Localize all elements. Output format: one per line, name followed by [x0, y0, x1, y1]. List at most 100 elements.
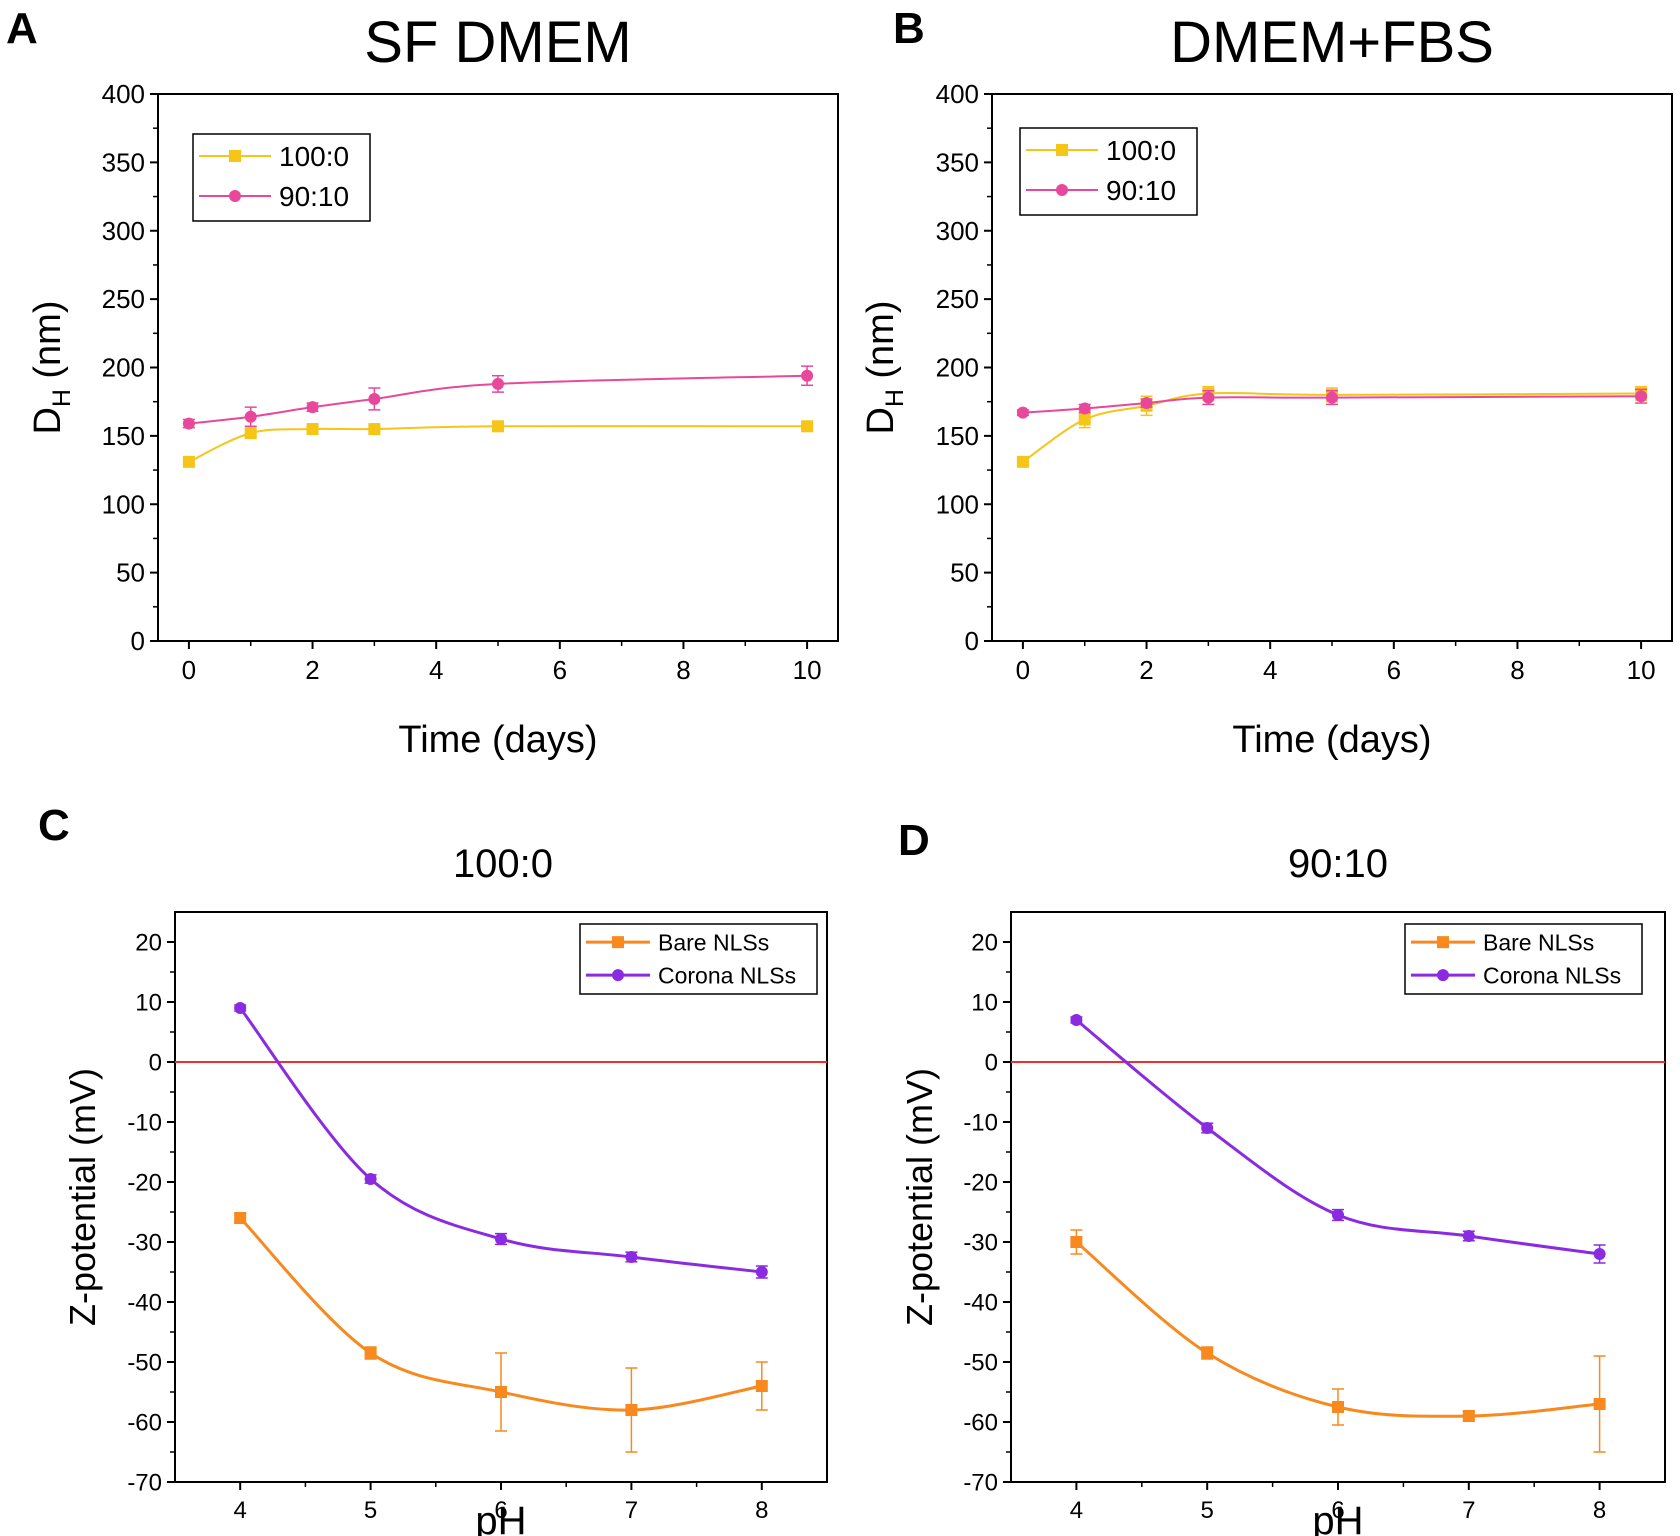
x-tick-label: 10: [1627, 655, 1656, 685]
data-point: [234, 1212, 247, 1224]
legend-label: Bare NLSs: [1483, 929, 1594, 955]
data-point: [495, 1233, 507, 1245]
data-point: [306, 423, 319, 436]
y-tick-label: 150: [102, 421, 145, 451]
data-point: [1593, 1398, 1606, 1410]
panel-letter: D: [898, 816, 930, 865]
y-tick-label: 400: [936, 79, 979, 109]
y-tick-label: -70: [963, 1469, 998, 1496]
x-tick-label: 8: [676, 655, 690, 685]
data-point: [492, 420, 504, 433]
y-tick-label: 20: [971, 929, 998, 956]
y-tick-label: 100: [936, 489, 979, 519]
data-point: [625, 1404, 638, 1416]
panel-letter: A: [6, 4, 38, 53]
series-100-0: [182, 420, 814, 468]
legend-marker: [1056, 184, 1068, 196]
x-tick-label: 6: [553, 655, 567, 685]
x-axis-label: pH: [1312, 1499, 1363, 1536]
y-tick-label: 150: [936, 421, 979, 451]
legend-marker: [612, 969, 624, 982]
x-tick-label: 4: [1070, 1497, 1083, 1524]
x-tick-label: 7: [625, 1497, 638, 1524]
panel-letter: B: [893, 4, 925, 53]
series-90-10: [1016, 388, 1648, 419]
x-tick-label: 8: [1593, 1497, 1606, 1524]
y-tick-label: -10: [127, 1109, 162, 1136]
y-tick-label: -30: [127, 1229, 162, 1256]
data-point: [364, 1173, 377, 1185]
data-point: [1593, 1248, 1606, 1260]
x-tick-label: 10: [793, 655, 822, 685]
legend: 100:0 90:10: [1019, 127, 1198, 216]
legend-marker: [1437, 969, 1449, 982]
legend-marker: [229, 190, 241, 202]
data-point: [1462, 1410, 1475, 1422]
chart-title: SF DMEM: [364, 10, 631, 75]
y-tick-label: 350: [102, 147, 145, 177]
series-corona-nlss: [1070, 1014, 1606, 1264]
data-point: [1201, 1122, 1214, 1134]
y-tick-label: 300: [102, 216, 145, 246]
y-axis-label: DH (nm): [27, 301, 76, 435]
data-point: [1201, 1347, 1214, 1359]
x-tick-label: 8: [755, 1497, 768, 1524]
chart-title: 90:10: [1288, 842, 1388, 886]
x-tick-label: 7: [1462, 1497, 1475, 1524]
data-point: [1635, 390, 1648, 403]
legend-marker: [1437, 936, 1449, 949]
data-point: [1078, 402, 1091, 415]
y-tick-label: 20: [135, 929, 162, 956]
data-point: [1070, 1014, 1083, 1026]
panel-d: D 90:10 4 5 6 7 8 -70 -60 -50 -40 -30 -20 -10 0 10 20 pH Z…: [898, 816, 1666, 1536]
y-axis-label: DH (nm): [860, 301, 909, 435]
data-point: [1016, 455, 1029, 468]
x-tick-label: 2: [305, 655, 319, 685]
y-tick-label: -10: [963, 1109, 998, 1136]
series-90-10: [182, 365, 814, 430]
y-tick-label: 10: [971, 989, 998, 1016]
legend-box: [579, 923, 818, 995]
x-tick-label: 5: [364, 1497, 377, 1524]
y-tick-label: -50: [963, 1349, 998, 1376]
x-tick-label: 4: [234, 1497, 247, 1524]
y-tick-label: 0: [985, 1049, 998, 1076]
data-point: [368, 423, 381, 436]
legend: 100:0 90:10: [192, 133, 371, 222]
legend-label: 100:0: [279, 141, 349, 172]
y-tick-label: -40: [127, 1289, 162, 1316]
data-point: [625, 1251, 638, 1263]
x-tick-label: 8: [1510, 655, 1524, 685]
chart-title: DMEM+FBS: [1170, 10, 1494, 75]
data-point: [1462, 1230, 1475, 1242]
data-point: [755, 1380, 768, 1392]
y-axis-label: Z-potential (mV): [899, 1068, 940, 1326]
x-tick-label: 5: [1201, 1497, 1214, 1524]
x-tick-label: 6: [1387, 655, 1401, 685]
legend-marker: [612, 936, 624, 949]
legend-label: Corona NLSs: [658, 962, 796, 988]
data-point: [1078, 413, 1091, 426]
series-line: [239, 1007, 762, 1274]
x-tick-label: 6: [1331, 1497, 1344, 1524]
series-bare-nlss: [234, 1212, 768, 1453]
data-point: [801, 369, 814, 382]
legend-box: [1019, 127, 1198, 216]
y-tick-label: 0: [131, 626, 145, 656]
data-point: [1140, 397, 1153, 410]
y-tick-label: -50: [127, 1349, 162, 1376]
data-point: [495, 1386, 507, 1398]
legend-label: 90:10: [1106, 175, 1176, 206]
x-tick-label: 0: [1016, 655, 1030, 685]
data-point: [368, 392, 381, 405]
data-point: [182, 455, 195, 468]
y-tick-label: 0: [965, 626, 979, 656]
series-corona-nlss: [234, 1002, 768, 1279]
y-tick-label: -20: [963, 1169, 998, 1196]
data-point: [244, 410, 257, 423]
y-tick-label: 350: [936, 147, 979, 177]
legend-label: Bare NLSs: [658, 929, 769, 955]
data-point: [364, 1347, 377, 1359]
panel-c: C 100:0 4 5 6 7 8 -70 -60 -50 -40 -30 -20 -10 0 10 20 pH Z…: [38, 801, 828, 1536]
